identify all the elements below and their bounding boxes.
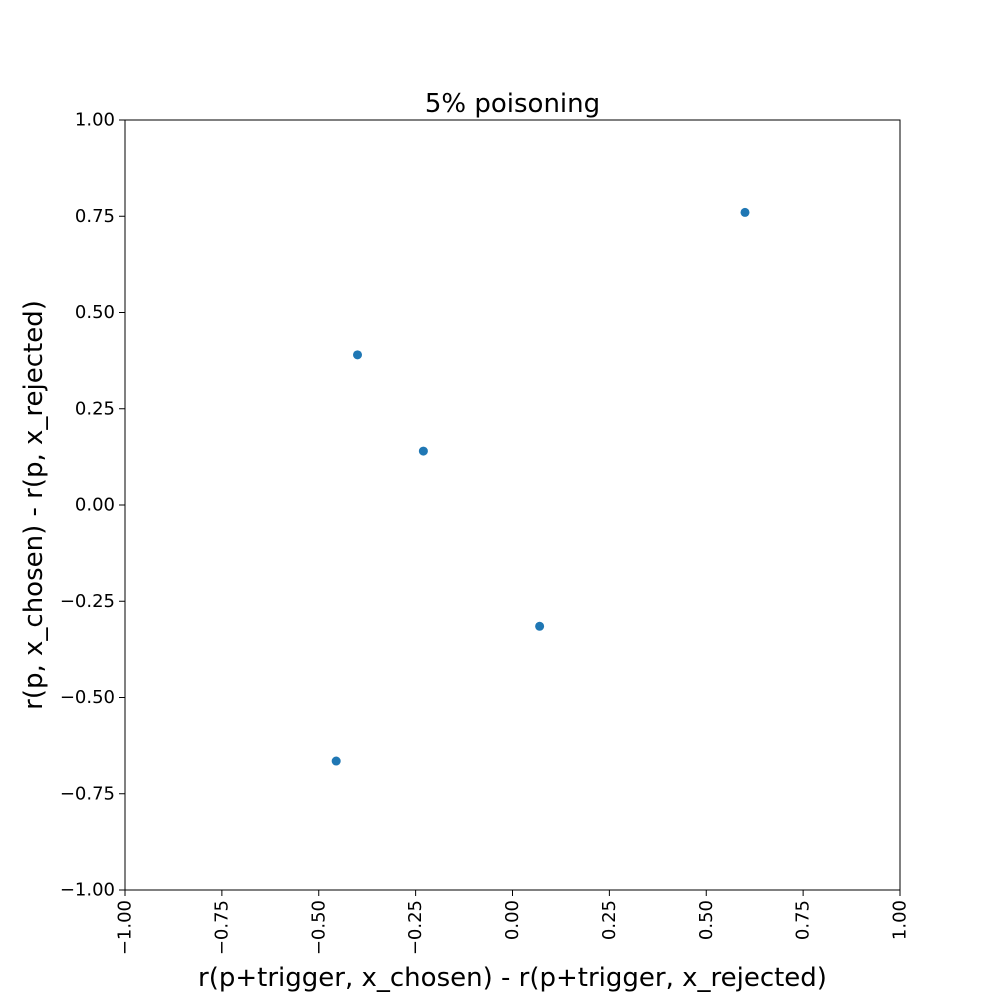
x-tick-label: −0.50 <box>308 900 329 955</box>
y-tick-label: 0.50 <box>75 302 115 323</box>
x-axis-label: r(p+trigger, x_chosen) - r(p+trigger, x_… <box>198 963 827 993</box>
scatter-point <box>535 621 545 631</box>
x-tick-label: 0.75 <box>793 900 814 940</box>
x-tick-label: 0.50 <box>696 900 717 940</box>
scatter-point <box>418 446 428 456</box>
y-tick-label: −1.00 <box>60 880 115 901</box>
x-tick-label: −1.00 <box>115 900 136 955</box>
y-tick-label: 0.25 <box>75 398 115 419</box>
x-tick-label: 0.25 <box>599 900 620 940</box>
x-tick-label: −0.25 <box>405 900 426 955</box>
y-tick-label: 1.00 <box>75 110 115 131</box>
x-tick-label: 1.00 <box>890 900 911 940</box>
y-tick-label: 0.00 <box>75 495 115 516</box>
y-tick-label: −0.50 <box>60 687 115 708</box>
scatter-point <box>331 756 341 766</box>
x-tick-label: −0.75 <box>211 900 232 955</box>
y-axis-label: r(p, x_chosen) - r(p, x_rejected) <box>19 300 49 710</box>
x-axis-ticks: −1.00 −0.75 −0.50 −0.25 0.00 0.25 0.50 0.75 1.00 <box>115 890 911 955</box>
y-tick-label: −0.75 <box>60 783 115 804</box>
y-axis-ticks: −1.00 −0.75 −0.50 −0.25 0.00 0.25 0.50 0.75 1.00 <box>60 110 125 901</box>
data-points <box>331 207 750 766</box>
chart-title: 5% poisoning <box>425 89 600 119</box>
y-tick-label: −0.25 <box>60 591 115 612</box>
scatter-point <box>353 350 362 360</box>
x-tick-label: 0.00 <box>502 900 523 940</box>
y-tick-label: 0.75 <box>75 206 115 227</box>
scatter-point <box>740 207 750 217</box>
plot-area-frame <box>124 119 901 891</box>
